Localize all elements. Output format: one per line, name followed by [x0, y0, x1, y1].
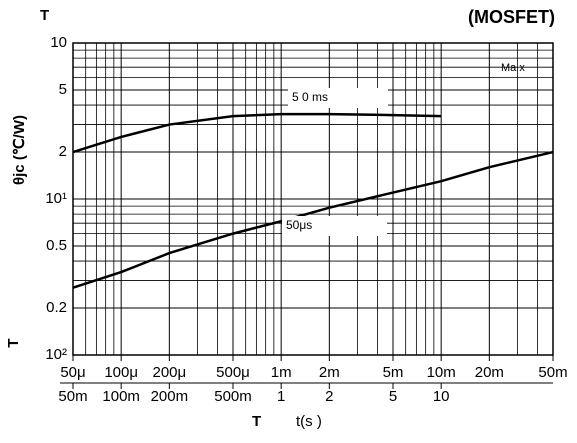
x-tick-label: 100μ	[104, 364, 138, 381]
x2-tick-label: 50m	[58, 388, 87, 405]
x2-tick-label: 10	[433, 388, 450, 405]
y-tick-label: 10¹	[45, 190, 67, 207]
x2-tick-label: 500m	[214, 388, 252, 405]
x2-tick-label: 2	[325, 388, 333, 405]
x2-tick-label: 200m	[151, 388, 189, 405]
x-tick-label: 50m	[538, 364, 567, 381]
x-tick-label: 500μ	[216, 364, 250, 381]
y-tick-label: 0.5	[46, 237, 67, 254]
y-axis-label: θjc (℃/W)	[11, 115, 28, 185]
y-tick-label: 2	[59, 143, 67, 160]
x2-tick-label: 100m	[102, 388, 140, 405]
series-label-box	[288, 88, 388, 108]
annotation-box	[489, 58, 539, 78]
x-tick-label: 10m	[427, 364, 456, 381]
x-tick-label: 2m	[319, 364, 340, 381]
series-label: 50μs	[286, 218, 312, 232]
x-tick-label: 1m	[271, 364, 292, 381]
x2-tick-label: 5	[389, 388, 397, 405]
series-label: 5 0 ms	[292, 90, 328, 104]
x-axis-unit: t(s )	[296, 413, 322, 430]
y-tick-label: 0.2	[46, 299, 67, 316]
y-tick-label: 5	[59, 81, 67, 98]
series-line	[72, 112, 442, 154]
x-tick-label: 20m	[475, 364, 504, 381]
x-tick-label: 5m	[383, 364, 404, 381]
x-tick-label: 50μ	[60, 364, 85, 381]
annotation: Ma x	[501, 62, 525, 74]
series-label-box	[282, 216, 387, 236]
y-tick-label: 10	[50, 34, 67, 51]
y-axis-label-bottom: T	[5, 338, 22, 347]
y-tick-label: 10²	[45, 346, 67, 363]
x-tick-label: 200μ	[152, 364, 186, 381]
x2-tick-label: 1	[277, 388, 285, 405]
x-axis-label: T	[252, 413, 261, 430]
chart-subtitle: (MOSFET)	[468, 7, 555, 27]
plot-frame	[72, 42, 554, 356]
series-line	[72, 150, 554, 289]
chart-title: T	[40, 7, 49, 24]
